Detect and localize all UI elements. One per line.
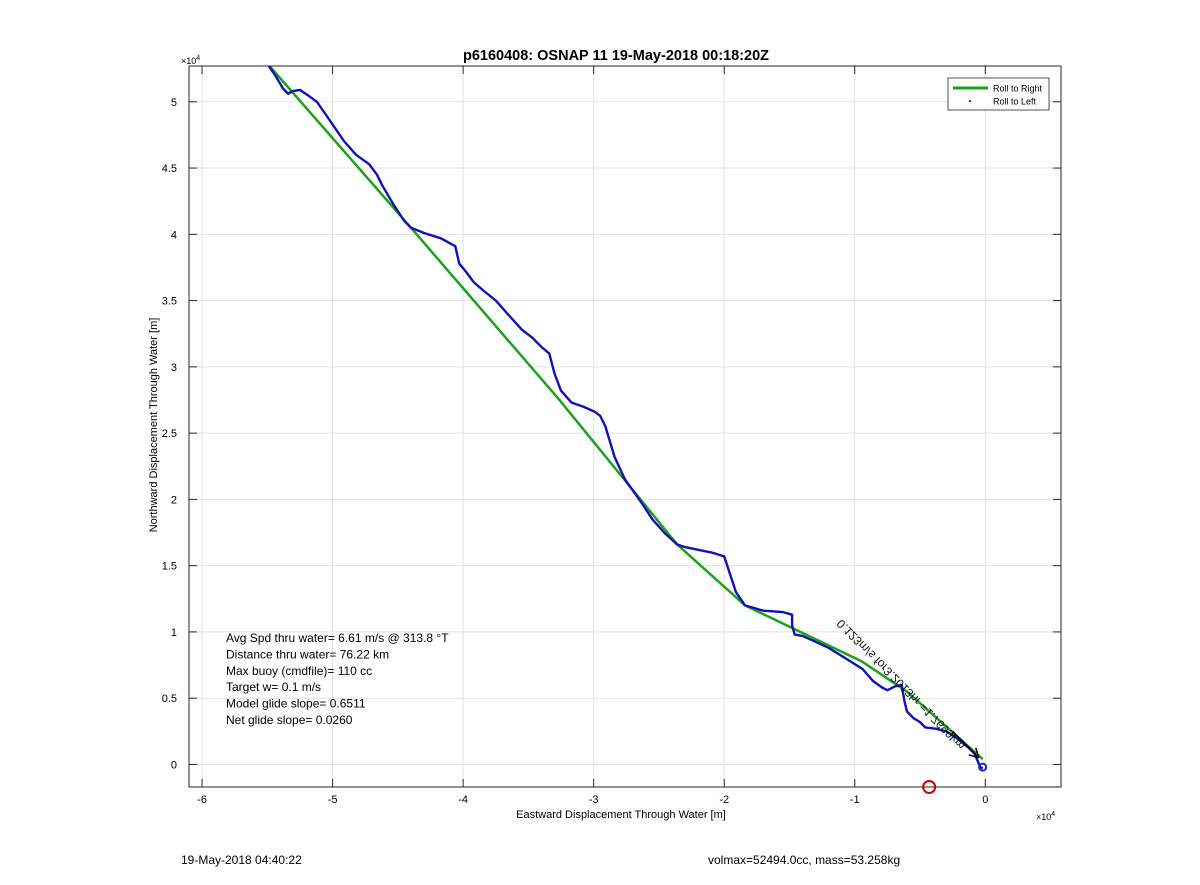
y-tick-label: 0.5: [162, 693, 177, 705]
y-tick-label: 1: [171, 627, 177, 639]
annotation-line: Net glide slope= 0.0260: [226, 713, 353, 727]
legend-box: [947, 77, 1050, 111]
tick-layer: -6 -5 -4 -3 -2 -1 0 0 0.5 1 1.5 2 2.5 3 3.5 4 4.5 5: [162, 66, 1061, 806]
target-marker: [922, 780, 937, 794]
annotation-layer: Avg Spd thru water= 6.61 m/s @ 313.8 °T D…: [226, 631, 449, 727]
y-tick-label: 5: [171, 97, 177, 109]
y-tick-label: 4.5: [162, 163, 177, 175]
x-tick-label: -1: [850, 794, 860, 806]
x-tick-label: -2: [719, 794, 729, 806]
x-tick-label: -4: [458, 794, 468, 806]
y-tick-label: 3.5: [162, 296, 177, 308]
current-arrow-head: [968, 747, 980, 759]
x-tick-label: -5: [328, 794, 338, 806]
current-arrow-label: 0.123m/s for3.2013hr =1.7699km: [834, 617, 968, 753]
plot-box: [188, 65, 1062, 788]
y-tick-label: 2: [171, 494, 177, 506]
x-tick-label: -3: [589, 794, 599, 806]
footer-timestamp: 19-May-2018 04:40:22: [181, 853, 302, 867]
marker-layer: [922, 762, 988, 794]
y-axis-label: Northward Displacement Through Water [m]: [148, 318, 160, 533]
legend: Roll to Right Roll to Left: [947, 77, 1050, 111]
y-tick-label: 3: [171, 362, 177, 374]
annotation-line: Max buoy (cmdfile)= 110 cc: [226, 664, 372, 678]
glider-track-line: [267, 66, 984, 770]
footer-summary: volmax=52494.0cc, mass=53.258kg: [708, 853, 901, 867]
y-tick-label: 2.5: [162, 428, 177, 440]
grid-layer: [189, 66, 1061, 787]
chart-title: p6160408: OSNAP 11 19-May-2018 00:18:20Z: [463, 48, 769, 64]
annotation-line: Target w= 0.1 m/s: [226, 680, 321, 694]
annotation-line: Model glide slope= 0.6511: [226, 697, 366, 711]
x-tick-label: 0: [982, 794, 988, 806]
y-tick-label: 0: [171, 759, 177, 771]
y-axis-exponent: ×104: [181, 55, 200, 66]
y-tick-label: 1.5: [162, 561, 177, 573]
legend-swatch-roll-to-left: [968, 99, 972, 103]
end-position-marker: [978, 762, 988, 772]
x-axis-exponent: ×104: [1036, 811, 1055, 822]
y-tick-label: 4: [171, 229, 177, 241]
legend-label-roll-to-left: Roll to Left: [993, 97, 1037, 107]
axes-frame: [188, 65, 1062, 788]
x-tick-label: -6: [197, 794, 207, 806]
annotation-line: Avg Spd thru water= 6.61 m/s @ 313.8 °T: [226, 631, 449, 645]
legend-label-roll-to-right: Roll to Right: [993, 84, 1043, 94]
annotation-line: Distance thru water= 76.22 km: [226, 647, 389, 661]
x-axis-label: Eastward Displacement Through Water [m]: [516, 809, 726, 821]
current-arrow-shaft: [952, 730, 980, 759]
